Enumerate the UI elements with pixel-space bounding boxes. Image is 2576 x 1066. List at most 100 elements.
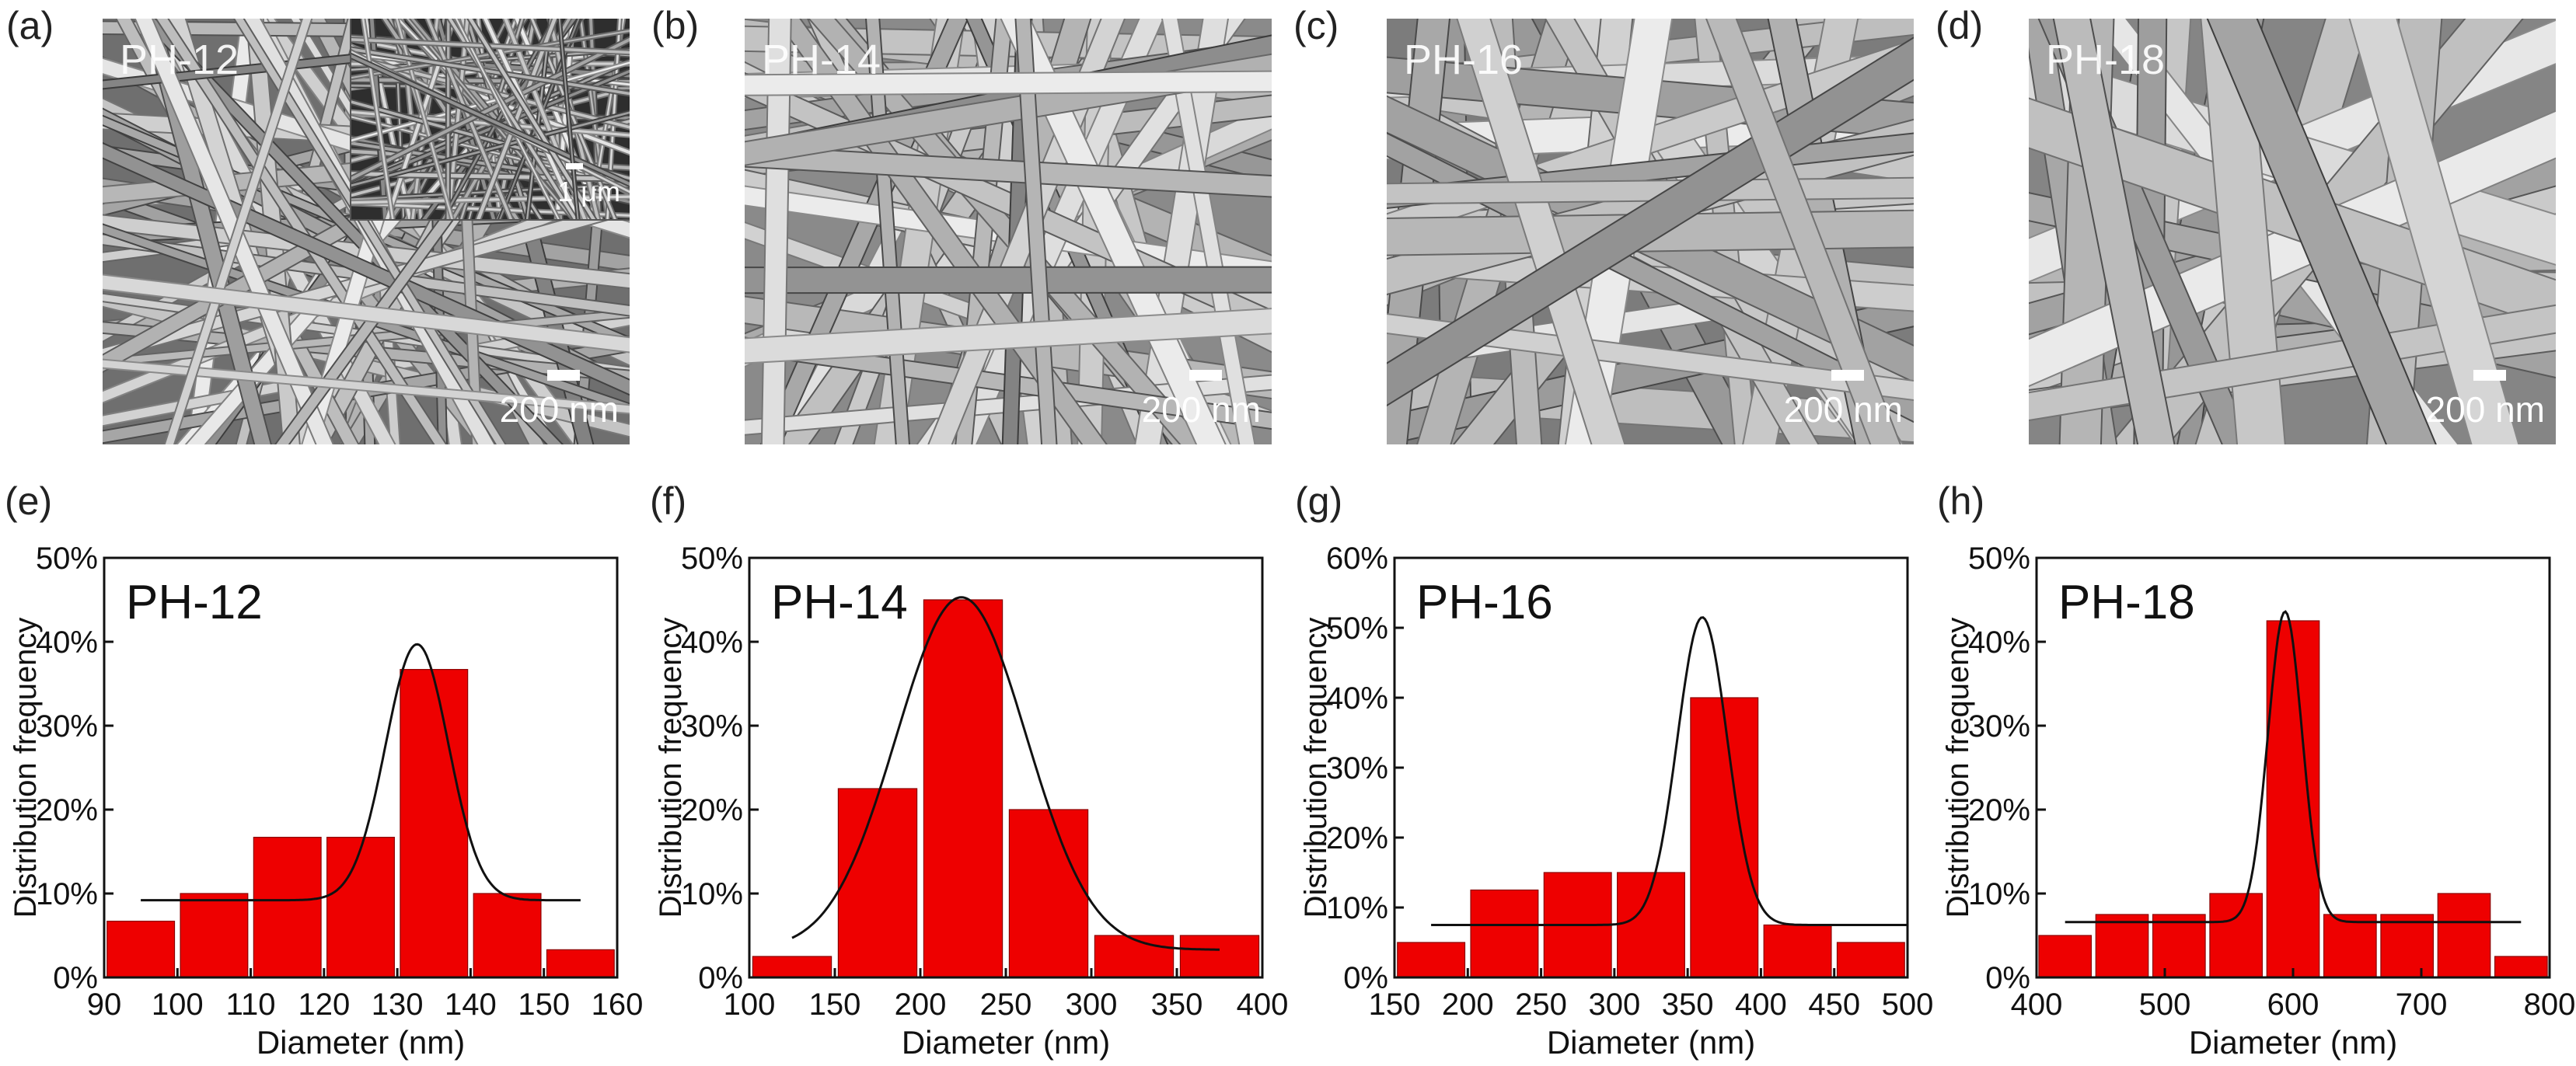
chart-title: PH-16 [1416, 576, 1553, 629]
histogram-bar [1763, 924, 1832, 978]
sem-image-ph14: PH-14 200 nm [745, 19, 1272, 444]
scale-bar [547, 370, 580, 381]
x-tick-label: 400 [2011, 988, 2063, 1022]
bar-series [1397, 697, 1905, 978]
scale-bar [1831, 370, 1864, 381]
histogram-bar [2380, 914, 2435, 978]
histogram-bar [253, 837, 322, 978]
histogram-bar [1397, 942, 1466, 978]
x-tick-label: 300 [1588, 988, 1640, 1022]
sem-image-ph18: PH-18 200 nm [2029, 19, 2556, 444]
panel-letter-a: (a) [6, 4, 54, 47]
histogram-bar [106, 921, 176, 978]
y-tick-label: 50% [681, 542, 743, 576]
histogram-bar [2437, 893, 2491, 978]
sem-inset-image: 1 μm [350, 19, 630, 221]
histogram-bar [400, 669, 469, 978]
gaussian-fit-curve [1431, 616, 1908, 926]
inset-scale-label: 1 μm [557, 176, 620, 207]
panel-letter-b: (b) [651, 4, 700, 47]
y-tick-label: 0% [1985, 961, 2030, 995]
histogram-bar [2266, 620, 2320, 978]
bar-series [752, 599, 1260, 978]
histogram-bar [1690, 697, 1759, 978]
histogram-bar [326, 837, 395, 978]
histogram-bar [1008, 809, 1089, 978]
histogram-bar [1836, 942, 1905, 978]
scale-bar [1189, 370, 1222, 381]
y-tick-label: 10% [36, 877, 98, 911]
x-tick-label: 600 [2267, 988, 2319, 1022]
x-tick-label: 500 [1882, 988, 1934, 1022]
gaussian-fit-curve [791, 596, 1220, 951]
panel-letter: (g) [1295, 479, 1342, 523]
x-tick-label: 400 [1735, 988, 1787, 1022]
histogram-bar [2494, 956, 2548, 978]
chart-diameter-histogram-ph16: (g) 0% 10% 20% 30% 40% 50% 60% 150 200 250 300 350 40… [1295, 479, 1934, 1061]
bar-series [106, 669, 615, 978]
y-tick-label: 0% [698, 961, 743, 995]
sem-fiber-texture [745, 19, 1272, 444]
x-tick-label: 200 [895, 988, 947, 1022]
x-axis-label: Diameter (nm) [2189, 1024, 2397, 1061]
x-tick-label: 350 [1151, 988, 1203, 1022]
x-tick-label: 700 [2396, 988, 2448, 1022]
y-tick-label: 50% [1968, 542, 2030, 576]
histogram-bar [2152, 914, 2206, 978]
histogram-bar [546, 949, 615, 978]
y-tick-label: 40% [681, 625, 743, 660]
histogram-bar [473, 893, 542, 978]
y-axis-label: Distribution frequency [1299, 618, 1333, 918]
x-tick-label: 800 [2524, 988, 2576, 1022]
y-tick-label: 40% [1968, 625, 2030, 660]
sem-sample-label: PH-12 [120, 37, 239, 83]
chart-diameter-histogram-ph14: (f) 0% 10% 20% 30% 40% 50% 100 150 200 250 300 350 40… [650, 479, 1289, 1061]
x-tick-label: 250 [980, 988, 1032, 1022]
y-tick-label: 50% [36, 542, 98, 576]
panel-letter: (h) [1937, 479, 1984, 523]
x-axis-label: Diameter (nm) [257, 1024, 465, 1061]
x-tick-label: 100 [724, 988, 776, 1022]
x-tick-label: 100 [152, 988, 204, 1022]
x-tick-label: 160 [592, 988, 644, 1022]
chart-title: PH-14 [771, 576, 908, 629]
sem-sample-label: PH-16 [1404, 37, 1524, 83]
panel-letter: (e) [5, 479, 52, 523]
x-tick-label: 250 [1515, 988, 1567, 1022]
scale-bar-label: 200 nm [2425, 389, 2545, 430]
histogram-bar [1470, 889, 1539, 978]
histogram-bar [837, 788, 918, 978]
y-tick-label: 60% [1326, 542, 1388, 576]
x-tick-label: 500 [2139, 988, 2191, 1022]
x-tick-label: 350 [1662, 988, 1714, 1022]
panel-letter-c: (c) [1293, 4, 1339, 47]
histogram-bar [180, 893, 249, 978]
x-tick-label: 400 [1237, 988, 1289, 1022]
panel-letter: (f) [650, 479, 686, 523]
sem-image-ph12: 1 μm PH-12 200 nm [103, 19, 630, 444]
scale-bar-label: 200 nm [1783, 389, 1903, 430]
x-tick-label: 130 [372, 988, 424, 1022]
y-tick-label: 30% [681, 709, 743, 744]
y-tick-label: 50% [1326, 611, 1388, 646]
x-tick-label: 140 [445, 988, 497, 1022]
x-axis-label: Diameter (nm) [1547, 1024, 1755, 1061]
y-tick-label: 20% [681, 793, 743, 827]
x-tick-label: 450 [1808, 988, 1860, 1022]
chart-title: PH-12 [126, 576, 263, 629]
y-tick-label: 0% [1343, 961, 1388, 995]
sem-sample-label: PH-14 [762, 37, 881, 83]
x-tick-label: 110 [226, 988, 276, 1022]
x-tick-label: 150 [1369, 988, 1421, 1022]
y-axis-label: Distribution frequency [1941, 618, 1975, 918]
y-tick-label: 30% [1968, 709, 2030, 744]
histogram-bar [752, 956, 832, 978]
y-tick-label: 40% [36, 625, 98, 660]
x-tick-label: 150 [518, 988, 570, 1022]
x-tick-label: 200 [1442, 988, 1494, 1022]
plot-frame [103, 556, 619, 979]
histogram-bar [923, 599, 1004, 978]
x-tick-label: 90 [87, 988, 122, 1022]
y-tick-label: 10% [1326, 891, 1388, 925]
sem-fiber-texture [2029, 19, 2556, 444]
